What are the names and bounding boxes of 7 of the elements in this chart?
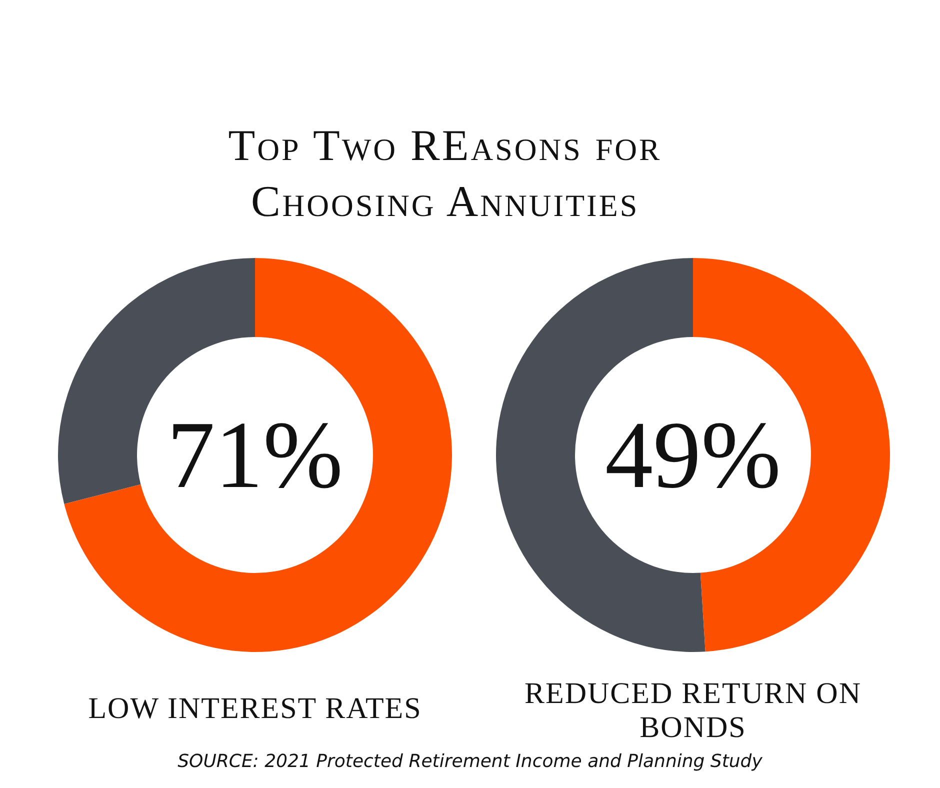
text: LOW INTEREST RATES [88,692,422,725]
text: REDUCED RETURN ON BONDS [524,677,862,744]
donut-slice [64,258,452,652]
chart-title: Top Two REasons for Choosing Annuities [228,121,662,226]
data-label: 71% [167,401,343,508]
source-note: SOURCE: 2021 Protected Retirement Income and Planning Study [178,751,763,772]
data-label: 49% [605,401,781,508]
